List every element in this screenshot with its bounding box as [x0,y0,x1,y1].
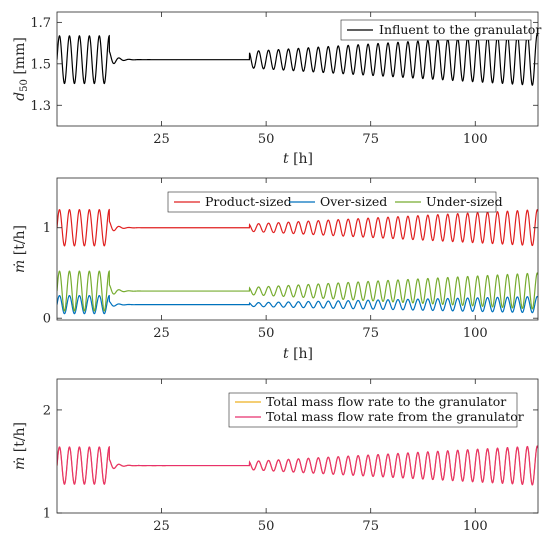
x-tick-label: 50 [258,132,275,147]
x-tick-label: 100 [463,326,488,341]
legend-label-under: Under-sized [426,194,503,209]
y-tick-label: 1.3 [30,99,51,114]
x-tick-label: 75 [362,326,379,341]
x-tick-label: 75 [362,519,379,534]
panel-total-mass-flow: 12 25 50 75 100 ṁ [t/h] Total mass flow rat… [12,378,539,534]
x-tick-label: 100 [463,519,488,534]
legend-label-over: Over-sized [320,194,387,209]
tick-marks [57,12,538,126]
x-tick-labels: 25 50 75 100 [153,519,487,534]
x-tick-label: 50 [258,519,275,534]
plot-frame [56,378,539,514]
x-axis-label: t [h] [283,151,313,167]
y-tick-label: 0 [43,312,51,327]
y-tick-labels: 01 [43,221,51,326]
plot-lines [57,33,538,86]
legend-label: Influent to the granulator [379,22,541,37]
y-tick-labels: 12 [43,403,51,521]
legend-box [167,191,497,213]
legend-label-from: Total mass flow rate from the granulator [266,409,524,424]
y-axis-label: ṁ [t/h] [12,422,28,470]
legend: Influent to the granulator [340,19,541,41]
series-line-0 [57,33,538,86]
legend-label-product: Product-sized [205,194,292,209]
legend-box [340,19,532,41]
y-tick-label: 1 [43,507,51,522]
x-tick-label: 75 [362,132,379,147]
y-tick-labels: 1.3 1.5 1.7 [30,16,51,114]
plot-lines [57,208,538,315]
x-tick-label: 100 [463,132,488,147]
y-axis-label: ṁ [t/h] [12,225,28,273]
legend: Total mass flow rate to the granulator T… [228,392,524,428]
x-tick-label: 25 [153,519,170,534]
plot-lines [57,445,538,486]
series-line-2 [57,270,538,312]
legend-box [228,392,518,428]
y-tick-label: 1.5 [30,57,51,72]
x-axis-label: t [h] [283,346,313,362]
x-tick-labels: 25 50 75 100 [153,132,487,147]
x-tick-label: 25 [153,326,170,341]
legend: Product-sized Over-sized Under-sized [167,191,503,213]
x-tick-label: 50 [258,326,275,341]
y-tick-label: 1 [43,221,51,236]
y-tick-label: 2 [43,403,51,418]
series-line-0 [57,208,538,247]
y-tick-label: 1.7 [30,16,51,31]
y-axis-label: d50 [mm] [12,37,30,101]
panel-d50: 1.3 1.5 1.7 25 50 75 100 t [h] d50 [mm] Influ… [12,11,541,167]
panel-mass-flow-classes: 01 25 50 75 100 t [h] ṁ [t/h] Product-sized… [12,177,539,362]
plot-frame [56,11,539,127]
x-tick-label: 25 [153,132,170,147]
plot-frame [56,177,539,321]
tick-marks [57,379,538,514]
tick-marks [57,178,538,320]
series-line-1 [57,445,538,486]
x-tick-labels: 25 50 75 100 [153,326,487,341]
legend-label-to: Total mass flow rate to the granulator [266,394,506,409]
series-line-1 [57,294,538,315]
